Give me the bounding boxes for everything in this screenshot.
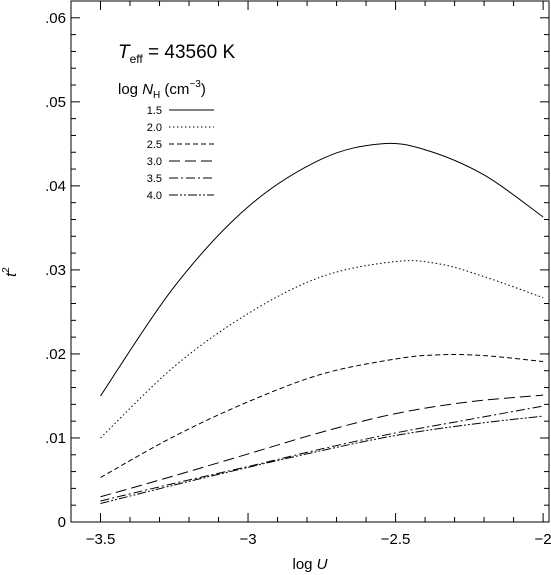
axis-ticks	[71, 1, 549, 523]
curve-logNH-2.5	[100, 354, 544, 478]
y-tick-label: .05	[45, 94, 66, 111]
curve-logNH-3.5	[100, 405, 544, 502]
y-tick-label: .01	[45, 430, 66, 447]
plot-frame	[70, 0, 550, 523]
teff-annotation: Teff = 43560 K	[118, 42, 236, 66]
x-axis-label: log U	[292, 556, 327, 573]
legend-label: 2.0	[147, 122, 162, 134]
legend-label: 4.0	[147, 190, 162, 202]
curve-logNH-2.0	[100, 260, 544, 439]
legend-title: log NH (cm−3)	[118, 79, 206, 101]
y-tick-label: .06	[45, 10, 66, 27]
legend-label: 3.0	[147, 156, 162, 168]
legend: 1.5 2.0 2.5 3.0 3.5 4.0	[147, 105, 214, 202]
legend-label: 2.5	[147, 139, 162, 151]
curve-logNH-4.0	[100, 415, 544, 504]
curve-logNH-1.5	[100, 142, 544, 397]
x-tick-label: −2.5	[381, 531, 411, 548]
legend-label: 1.5	[147, 105, 162, 117]
tick-labels: 0 .01 .02 .03 .04 .05 .06 −3.5 −3 −2.5 −2	[45, 10, 551, 548]
curves	[100, 142, 544, 504]
y-tick-label: .03	[45, 262, 66, 279]
y-tick-label: .02	[45, 346, 66, 363]
y-tick-label: .04	[45, 178, 66, 195]
y-axis-label: t2	[1, 267, 20, 277]
curve-logNH-3.0	[100, 394, 544, 498]
x-tick-label: −2	[535, 531, 551, 548]
x-tick-label: −3.5	[86, 531, 116, 548]
x-tick-label: −3	[239, 531, 256, 548]
y-tick-label: 0	[58, 514, 66, 531]
legend-label: 3.5	[147, 173, 162, 185]
